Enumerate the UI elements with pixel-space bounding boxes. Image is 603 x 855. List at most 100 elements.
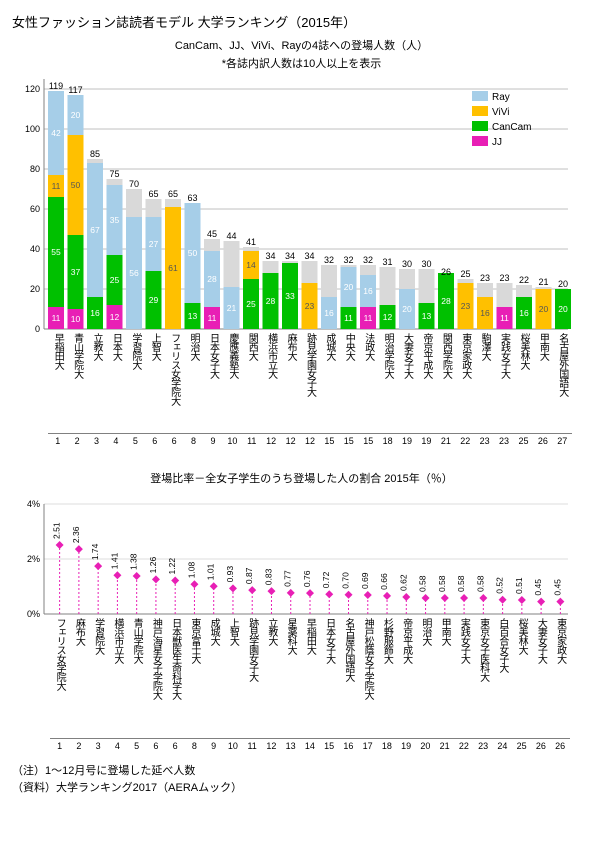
page-title: 女性ファッション誌読者モデル 大学ランキング（2015年） xyxy=(12,12,591,31)
chart2-x-name: 白百合女子大 xyxy=(495,618,510,738)
svg-text:0.69: 0.69 xyxy=(360,572,370,589)
chart1-x-name: 成城大 xyxy=(322,333,337,433)
chart1-x-rank: 18 xyxy=(378,433,397,446)
chart1-x-rank: 15 xyxy=(339,433,358,446)
chart2-x-rank: 18 xyxy=(377,738,396,751)
svg-text:0.62: 0.62 xyxy=(398,574,408,591)
chart1-x-name: 早稲田大 xyxy=(50,333,65,433)
svg-text:4%: 4% xyxy=(27,499,40,509)
chart2-lollipop: 0%2%4%2.512.361.741.411.381.261.221.081.… xyxy=(12,488,591,618)
chart1-x-rank: 2 xyxy=(67,433,86,446)
chart2-x-rank: 6 xyxy=(166,738,185,751)
chart1-x-name: 大妻女子大 xyxy=(400,333,415,433)
svg-text:0.66: 0.66 xyxy=(379,573,389,590)
chart2-x-rank: 21 xyxy=(435,738,454,751)
svg-text:32: 32 xyxy=(363,255,373,265)
footnote-1: （注）1～12月号に登場した延べ人数 xyxy=(12,763,591,780)
svg-text:32: 32 xyxy=(324,255,334,265)
chart2-x-name: 東京家政大 xyxy=(553,618,568,738)
chart2-x-rank: 17 xyxy=(358,738,377,751)
svg-text:41: 41 xyxy=(246,237,256,247)
chart1-x-name: 帝京平成大 xyxy=(419,333,434,433)
chart2-x-rank: 1 xyxy=(50,738,69,751)
svg-text:117: 117 xyxy=(68,85,82,95)
svg-text:35: 35 xyxy=(110,215,120,225)
chart2-x-name: 星薬科大 xyxy=(283,618,298,738)
svg-text:56: 56 xyxy=(129,268,139,278)
chart1-x-name: 法政大 xyxy=(361,333,376,433)
svg-text:25: 25 xyxy=(246,299,256,309)
chart1-x-rank: 10 xyxy=(223,433,242,446)
chart1-x-rank: 23 xyxy=(494,433,513,446)
svg-text:45: 45 xyxy=(207,229,217,239)
chart2-x-name: 立教大 xyxy=(264,618,279,738)
chart1-x-name: 名古屋外国語大 xyxy=(555,333,570,433)
chart1-x-name: 上智大 xyxy=(147,333,162,433)
svg-text:0.77: 0.77 xyxy=(283,570,293,587)
chart2-x-name: 帝京平成大 xyxy=(399,618,414,738)
svg-text:29: 29 xyxy=(149,295,159,305)
svg-text:34: 34 xyxy=(304,251,314,261)
chart2-x-name: 成城大 xyxy=(206,618,221,738)
svg-text:1.26: 1.26 xyxy=(148,557,158,574)
chart1-x-name: 関西学院大 xyxy=(438,333,453,433)
chart2-x-name: 桜美林大 xyxy=(514,618,529,738)
svg-text:100: 100 xyxy=(25,124,40,134)
svg-text:2.36: 2.36 xyxy=(71,526,81,543)
chart2-x-name: 上智大 xyxy=(225,618,240,738)
svg-text:28: 28 xyxy=(266,296,276,306)
svg-text:16: 16 xyxy=(90,308,100,318)
chart2-x-rank: 5 xyxy=(127,738,146,751)
svg-text:0.52: 0.52 xyxy=(495,577,505,594)
chart2-x-name: 麻布大 xyxy=(71,618,86,738)
chart2-x-name: 学習院大 xyxy=(91,618,106,738)
footnote-2: （資料）大学ランキング2017（AERAムック） xyxy=(12,780,591,797)
svg-text:16: 16 xyxy=(324,308,334,318)
svg-text:23: 23 xyxy=(480,273,490,283)
svg-text:34: 34 xyxy=(265,251,275,261)
svg-text:85: 85 xyxy=(90,149,100,159)
svg-text:0.58: 0.58 xyxy=(475,575,485,592)
chart1-x-name: 東京家政大 xyxy=(458,333,473,433)
svg-text:2.51: 2.51 xyxy=(52,522,62,539)
chart2-x-name: 跡見学園女子大 xyxy=(245,618,260,738)
svg-text:2%: 2% xyxy=(27,554,40,564)
chart2-x-rank: 12 xyxy=(262,738,281,751)
svg-text:65: 65 xyxy=(148,189,158,199)
chart2-x-name: 名古屋外国語大 xyxy=(341,618,356,738)
chart1-x-rank: 15 xyxy=(320,433,339,446)
svg-text:20: 20 xyxy=(30,284,40,294)
svg-text:16: 16 xyxy=(519,308,529,318)
svg-text:0.72: 0.72 xyxy=(321,571,331,588)
svg-text:63: 63 xyxy=(187,193,197,203)
chart1-x-name: 日本大 xyxy=(108,333,123,433)
svg-text:50: 50 xyxy=(71,180,81,190)
chart2-xlabels: フェリス女学院大1麻布大2学習院大3横浜市立大4青山学院大5神戸海星女子学院大6… xyxy=(12,618,570,751)
svg-text:23: 23 xyxy=(499,273,509,283)
svg-text:20: 20 xyxy=(71,110,81,120)
svg-text:20: 20 xyxy=(344,282,354,292)
svg-text:11: 11 xyxy=(364,313,373,323)
chart2-x-name: 早稲田大 xyxy=(302,618,317,738)
svg-text:0%: 0% xyxy=(27,609,40,618)
svg-text:60: 60 xyxy=(30,204,40,214)
chart1-x-name: 明治学院大 xyxy=(380,333,395,433)
chart2-x-name: 東京女子医科大 xyxy=(476,618,491,738)
chart1-x-name: 慶應義塾大 xyxy=(225,333,240,433)
chart2-x-name: 甲南大 xyxy=(437,618,452,738)
chart1-x-rank: 8 xyxy=(184,433,203,446)
chart2-x-name: 青山学院大 xyxy=(129,618,144,738)
svg-text:25: 25 xyxy=(460,269,470,279)
chart1-x-name: 学習院大 xyxy=(128,333,143,433)
chart2-x-rank: 10 xyxy=(223,738,242,751)
chart1-x-name: 中央大 xyxy=(341,333,356,433)
chart1-x-rank: 11 xyxy=(242,433,261,446)
svg-text:27: 27 xyxy=(149,239,159,249)
chart1-x-rank: 12 xyxy=(261,433,280,446)
svg-text:1.74: 1.74 xyxy=(90,543,100,560)
chart2-x-rank: 22 xyxy=(454,738,473,751)
chart2-x-rank: 20 xyxy=(416,738,435,751)
chart2-x-name: 神戸松蔭女子学院大 xyxy=(360,618,375,738)
svg-text:11: 11 xyxy=(52,313,61,323)
svg-text:1.08: 1.08 xyxy=(186,561,196,578)
